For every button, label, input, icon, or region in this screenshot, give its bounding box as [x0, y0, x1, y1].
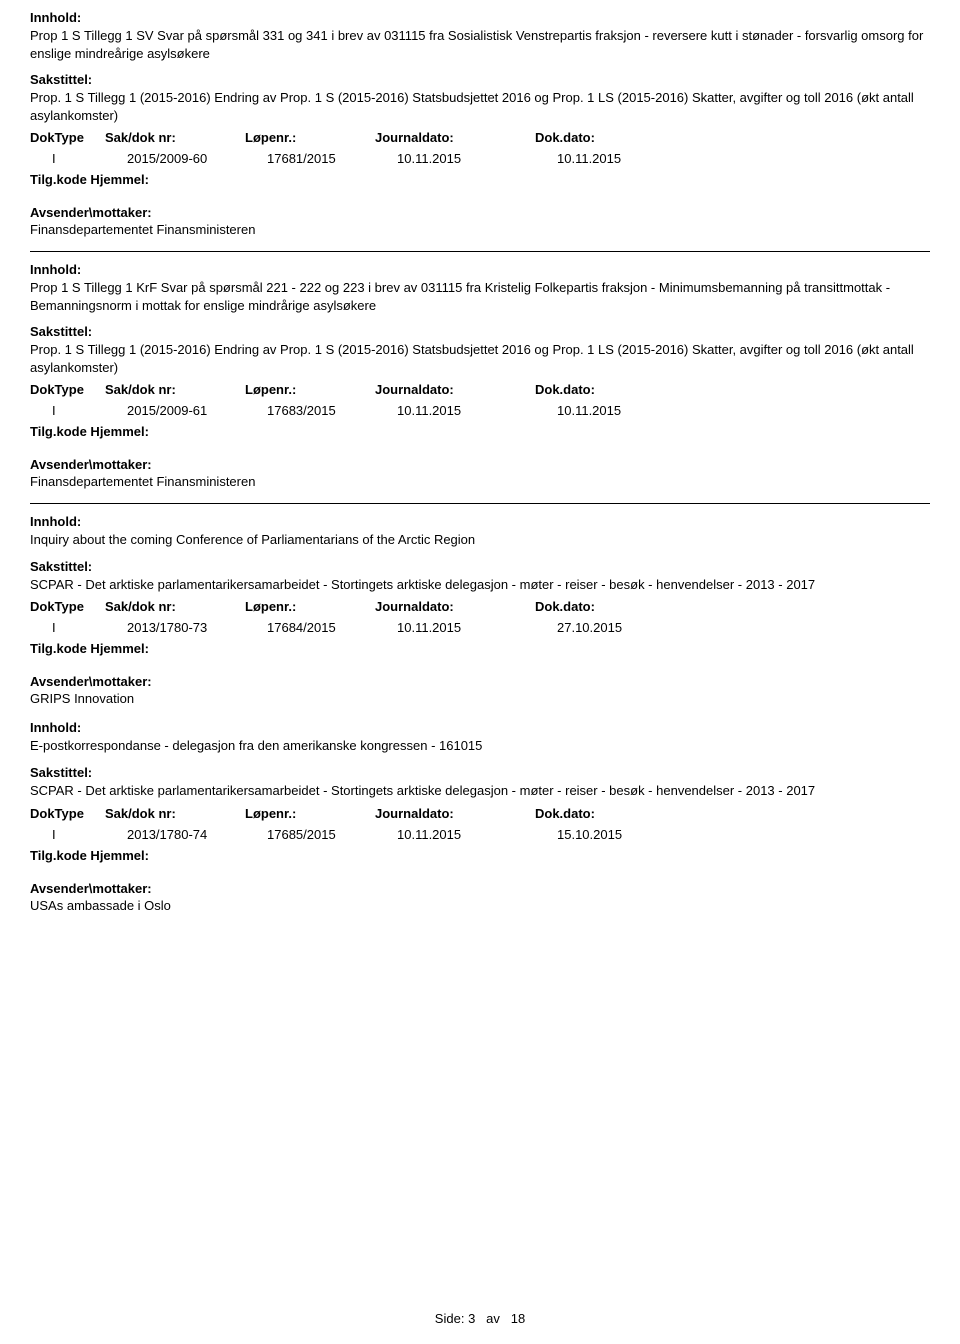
sakstittel-label: Sakstittel: — [30, 324, 930, 339]
hdr-doktype: DokType — [30, 382, 105, 397]
sakstittel-label: Sakstittel: — [30, 72, 930, 87]
hdr-ddato: Dok.dato: — [535, 130, 695, 145]
sakstittel-text: Prop. 1 S Tillegg 1 (2015-2016) Endring … — [30, 89, 930, 124]
tilgkode-label: Tilg.kode Hjemmel: — [30, 848, 930, 863]
footer-prefix: Side: — [435, 1311, 465, 1326]
sakstittel-label: Sakstittel: — [30, 765, 930, 780]
journal-entry: Innhold: E-postkorrespondanse - delegasjo… — [30, 720, 930, 912]
columns-row: I2013/1780-7417685/201510.11.201515.10.2… — [30, 827, 930, 842]
hdr-ddato: Dok.dato: — [535, 382, 695, 397]
hdr-doktype: DokType — [30, 599, 105, 614]
val-lopenr: 17683/2015 — [267, 403, 397, 418]
val-doktype: I — [30, 151, 127, 166]
innhold-text: Inquiry about the coming Conference of P… — [30, 531, 930, 549]
val-lopenr: 17685/2015 — [267, 827, 397, 842]
val-ddato: 27.10.2015 — [557, 620, 717, 635]
hdr-sakdok: Sak/dok nr: — [105, 382, 245, 397]
columns-header: DokTypeSak/dok nr:Løpenr.:Journaldato:Do… — [30, 806, 930, 821]
columns-header: DokTypeSak/dok nr:Løpenr.:Journaldato:Do… — [30, 382, 930, 397]
hdr-ddato: Dok.dato: — [535, 806, 695, 821]
val-sakdok: 2013/1780-74 — [127, 827, 267, 842]
journal-entry: Innhold: Inquiry about the coming Confere… — [30, 514, 930, 706]
tilgkode-label: Tilg.kode Hjemmel: — [30, 172, 930, 187]
entry-separator — [30, 503, 930, 504]
hdr-jdato: Journaldato: — [375, 382, 535, 397]
hdr-doktype: DokType — [30, 806, 105, 821]
hdr-sakdok: Sak/dok nr: — [105, 806, 245, 821]
hdr-sakdok: Sak/dok nr: — [105, 599, 245, 614]
footer-total: 18 — [511, 1311, 525, 1326]
hdr-lopenr: Løpenr.: — [245, 382, 375, 397]
val-jdato: 10.11.2015 — [397, 151, 557, 166]
hdr-lopenr: Løpenr.: — [245, 130, 375, 145]
innhold-text: E-postkorrespondanse - delegasjon fra de… — [30, 737, 930, 755]
innhold-label: Innhold: — [30, 10, 930, 25]
avsender-label: Avsender\mottaker: — [30, 881, 930, 896]
innhold-text: Prop 1 S Tillegg 1 SV Svar på spørsmål 3… — [30, 27, 930, 62]
val-jdato: 10.11.2015 — [397, 403, 557, 418]
sakstittel-text: SCPAR - Det arktiske parlamentarikersama… — [30, 782, 930, 800]
hdr-jdato: Journaldato: — [375, 599, 535, 614]
val-doktype: I — [30, 827, 127, 842]
sakstittel-text: Prop. 1 S Tillegg 1 (2015-2016) Endring … — [30, 341, 930, 376]
val-jdato: 10.11.2015 — [397, 620, 557, 635]
innhold-label: Innhold: — [30, 720, 930, 735]
journal-entries: Innhold: Prop 1 S Tillegg 1 SV Svar på sp… — [30, 10, 930, 913]
columns-row: I2015/2009-6017681/201510.11.201510.11.2… — [30, 151, 930, 166]
journal-entry: Innhold: Prop 1 S Tillegg 1 KrF Svar på s… — [30, 262, 930, 489]
val-sakdok: 2015/2009-60 — [127, 151, 267, 166]
tilgkode-label: Tilg.kode Hjemmel: — [30, 641, 930, 656]
val-doktype: I — [30, 403, 127, 418]
columns-header: DokTypeSak/dok nr:Løpenr.:Journaldato:Do… — [30, 130, 930, 145]
sakstittel-text: SCPAR - Det arktiske parlamentarikersama… — [30, 576, 930, 594]
val-lopenr: 17684/2015 — [267, 620, 397, 635]
hdr-ddato: Dok.dato: — [535, 599, 695, 614]
avsender-value: GRIPS Innovation — [30, 691, 930, 706]
avsender-value: Finansdepartementet Finansministeren — [30, 474, 930, 489]
val-lopenr: 17681/2015 — [267, 151, 397, 166]
val-ddato: 10.11.2015 — [557, 403, 717, 418]
hdr-lopenr: Løpenr.: — [245, 806, 375, 821]
hdr-sakdok: Sak/dok nr: — [105, 130, 245, 145]
innhold-text: Prop 1 S Tillegg 1 KrF Svar på spørsmål … — [30, 279, 930, 314]
avsender-value: Finansdepartementet Finansministeren — [30, 222, 930, 237]
columns-header: DokTypeSak/dok nr:Løpenr.:Journaldato:Do… — [30, 599, 930, 614]
avsender-label: Avsender\mottaker: — [30, 205, 930, 220]
avsender-value: USAs ambassade i Oslo — [30, 898, 930, 913]
columns-row: I2013/1780-7317684/201510.11.201527.10.2… — [30, 620, 930, 635]
tilgkode-label: Tilg.kode Hjemmel: — [30, 424, 930, 439]
journal-entry: Innhold: Prop 1 S Tillegg 1 SV Svar på sp… — [30, 10, 930, 237]
hdr-lopenr: Løpenr.: — [245, 599, 375, 614]
columns-row: I2015/2009-6117683/201510.11.201510.11.2… — [30, 403, 930, 418]
footer-page: 3 — [468, 1311, 475, 1326]
hdr-doktype: DokType — [30, 130, 105, 145]
val-jdato: 10.11.2015 — [397, 827, 557, 842]
page: Innhold: Prop 1 S Tillegg 1 SV Svar på sp… — [0, 10, 960, 1344]
val-sakdok: 2013/1780-73 — [127, 620, 267, 635]
val-ddato: 10.11.2015 — [557, 151, 717, 166]
val-doktype: I — [30, 620, 127, 635]
footer-mid: av — [486, 1311, 500, 1326]
avsender-label: Avsender\mottaker: — [30, 457, 930, 472]
sakstittel-label: Sakstittel: — [30, 559, 930, 574]
avsender-label: Avsender\mottaker: — [30, 674, 930, 689]
entry-separator — [30, 251, 930, 252]
val-ddato: 15.10.2015 — [557, 827, 717, 842]
innhold-label: Innhold: — [30, 262, 930, 277]
val-sakdok: 2015/2009-61 — [127, 403, 267, 418]
hdr-jdato: Journaldato: — [375, 806, 535, 821]
page-footer: Side: 3 av 18 — [30, 1311, 930, 1326]
innhold-label: Innhold: — [30, 514, 930, 529]
hdr-jdato: Journaldato: — [375, 130, 535, 145]
